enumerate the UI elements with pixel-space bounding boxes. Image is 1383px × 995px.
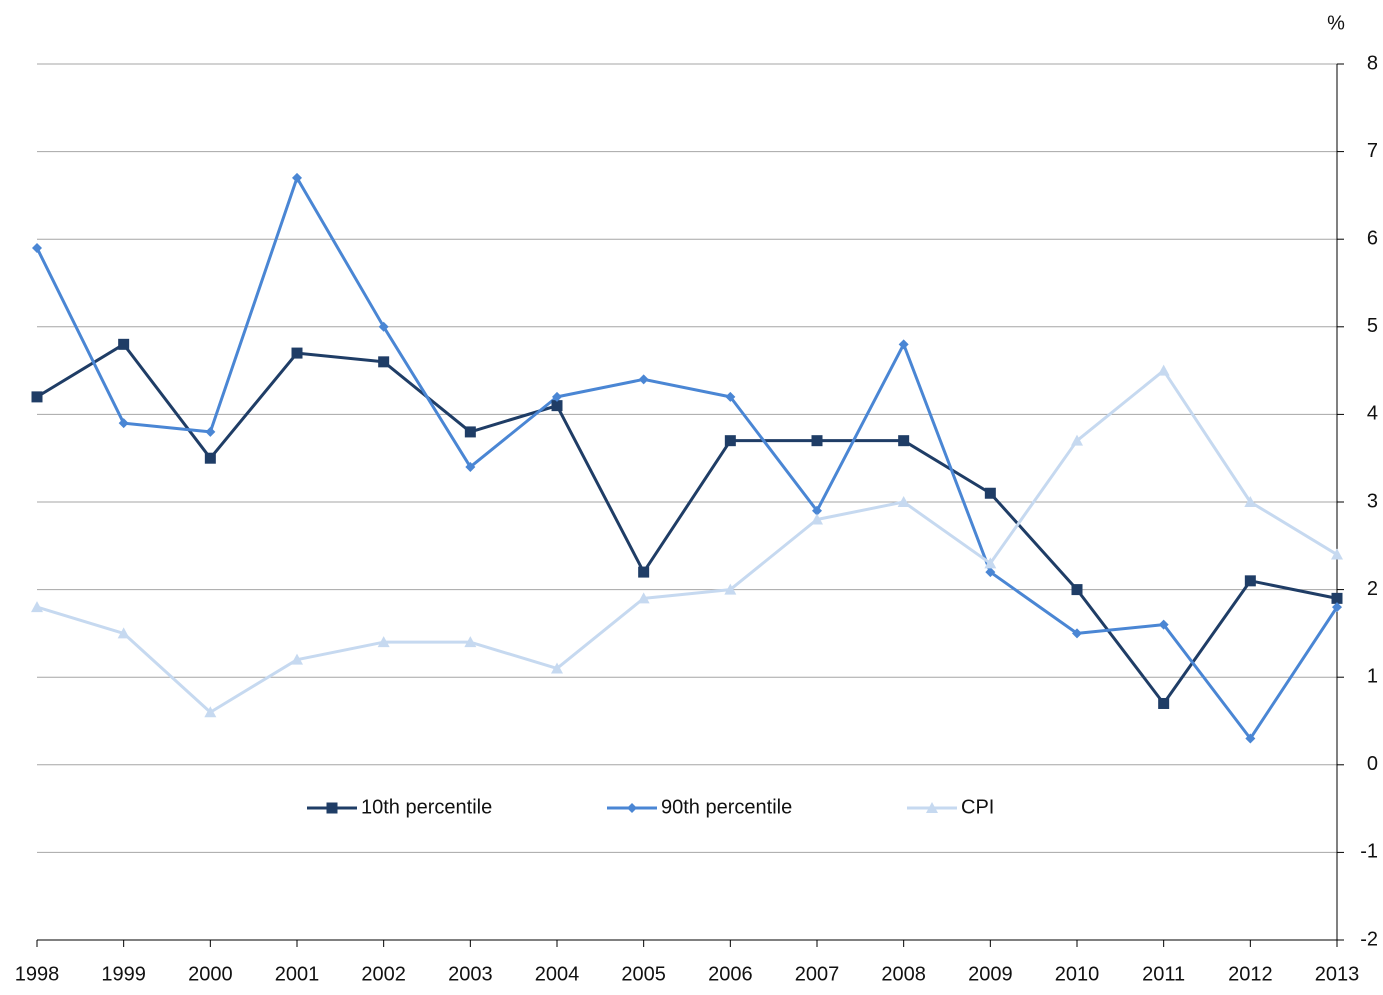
data-point	[118, 338, 130, 350]
x-tick-label: 2003	[448, 963, 493, 985]
data-point	[551, 400, 563, 412]
data-point	[898, 339, 909, 350]
data-point	[1071, 584, 1083, 596]
y-tick-label: 8	[1367, 52, 1378, 74]
x-tick-label: 2000	[188, 963, 233, 985]
y-axis-label: %	[1327, 12, 1345, 34]
x-tick-label: 2004	[535, 963, 580, 985]
data-point	[811, 435, 823, 447]
series-line	[36, 342, 1338, 705]
y-tick-label: 7	[1367, 140, 1378, 162]
x-tick-label: 2009	[968, 963, 1013, 985]
x-tick-label: 2006	[708, 963, 753, 985]
data-point	[1157, 364, 1170, 376]
data-point	[1331, 548, 1343, 560]
data-point	[638, 374, 649, 385]
data-point	[898, 435, 910, 447]
data-point	[725, 391, 736, 402]
y-tick-label: 2	[1367, 578, 1378, 600]
y-tick-label: 3	[1367, 490, 1378, 512]
data-point	[1244, 575, 1256, 587]
data-point	[31, 391, 43, 403]
x-tick-label: 2002	[361, 963, 406, 985]
data-point	[291, 347, 303, 359]
data-point	[205, 426, 216, 437]
data-point	[117, 627, 130, 639]
x-tick-label: 2011	[1142, 963, 1185, 985]
y-tick-label: 6	[1367, 227, 1378, 249]
data-point	[378, 356, 390, 368]
data-point	[31, 601, 43, 613]
data-point	[204, 452, 216, 464]
data-point	[1072, 628, 1082, 639]
data-point	[724, 435, 736, 447]
data-point	[811, 513, 823, 525]
data-point	[984, 557, 997, 569]
y-tick-label: 4	[1367, 403, 1378, 425]
y-tick-label: -2	[1360, 928, 1378, 950]
data-point	[812, 505, 822, 516]
data-point	[378, 321, 389, 332]
data-point	[551, 662, 563, 674]
data-point	[204, 706, 217, 718]
data-point	[291, 653, 303, 665]
y-tick-label: 5	[1367, 315, 1378, 337]
x-tick-label: 2005	[621, 963, 666, 985]
x-tick-label: 2010	[1055, 963, 1100, 985]
data-point	[464, 636, 477, 648]
data-point	[32, 242, 42, 253]
y-tick-label: -1	[1360, 841, 1378, 863]
data-point	[292, 172, 302, 183]
data-point	[897, 496, 910, 507]
x-tick-label: 2008	[881, 963, 926, 985]
series-line	[36, 369, 1338, 714]
legend-marker	[326, 802, 338, 814]
data-point	[1332, 602, 1342, 613]
data-point	[638, 566, 650, 578]
series-line	[35, 176, 1339, 741]
y-tick-label: 0	[1367, 753, 1378, 775]
data-point	[118, 418, 129, 429]
data-point	[724, 583, 737, 595]
data-point	[1331, 592, 1343, 604]
data-point	[1244, 496, 1257, 507]
x-tick-label: 1999	[101, 963, 146, 985]
data-point	[637, 592, 650, 604]
data-point	[1245, 733, 1256, 744]
data-point	[465, 461, 476, 472]
data-point	[1071, 434, 1083, 446]
x-tick-label: 2001	[275, 963, 320, 985]
data-point	[1158, 697, 1170, 709]
data-point	[984, 487, 996, 499]
data-point	[985, 567, 996, 578]
data-point	[1158, 619, 1169, 630]
data-point	[377, 636, 390, 648]
x-tick-label: 2007	[795, 963, 840, 985]
legend-label: 10th percentile	[361, 796, 492, 818]
x-tick-label: 2013	[1315, 963, 1360, 985]
legend-marker	[926, 802, 938, 813]
legend-label: CPI	[961, 796, 994, 818]
x-tick-label: 1998	[15, 963, 60, 985]
y-tick-label: 1	[1367, 665, 1378, 687]
x-tick-label: 2012	[1228, 963, 1273, 985]
legend-label: 90th percentile	[661, 796, 792, 818]
legend-marker	[627, 803, 637, 813]
data-point	[552, 391, 562, 402]
data-point	[464, 426, 476, 438]
